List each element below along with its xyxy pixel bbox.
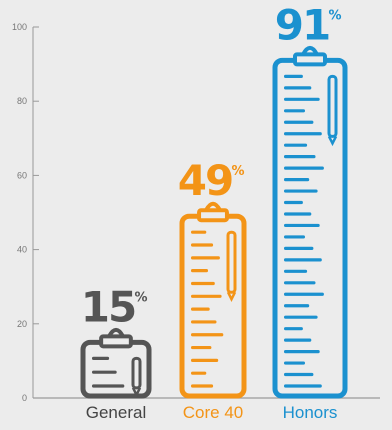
clipboard-line — [191, 384, 214, 388]
clipboard-line — [191, 256, 220, 260]
clipboard-line — [284, 327, 303, 331]
clipboard-line — [284, 86, 312, 90]
value-label-general: 15 — [81, 282, 135, 331]
clipboard-line — [284, 246, 314, 250]
pencil-tip — [131, 387, 142, 398]
clipboard-line — [284, 315, 318, 319]
y-tick-label-100: 100 — [12, 22, 27, 32]
value-label-core-40: 49 — [178, 156, 232, 205]
clipboard-line — [191, 307, 210, 311]
bar-honors — [272, 45, 348, 399]
y-tick-label-80: 80 — [17, 96, 27, 106]
clipboard-line — [191, 358, 219, 362]
clipboard-line — [284, 223, 320, 228]
clipboard-line — [284, 361, 305, 365]
clipboard-line — [284, 74, 303, 78]
clipboard-clip — [99, 334, 133, 349]
pencil-body — [131, 356, 142, 390]
bar-general — [80, 327, 152, 399]
clipboard-line — [284, 132, 322, 136]
clipboard-ring — [301, 45, 319, 56]
clipboard-line — [92, 356, 110, 360]
clipboard-line — [191, 281, 215, 286]
pencil-body — [226, 230, 237, 294]
clipboard-line — [284, 120, 314, 124]
pencil-body — [327, 74, 338, 138]
clipboard-line — [284, 269, 308, 273]
clipboard-line — [191, 333, 224, 337]
clipboard-line — [284, 143, 308, 147]
clipboard-line — [284, 109, 305, 113]
y-tick-label-60: 60 — [17, 170, 27, 180]
clipboard-line — [191, 345, 212, 350]
category-label-honors: Honors — [283, 403, 338, 422]
category-label-core-40: Core 40 — [183, 403, 243, 422]
clipboard-line — [284, 349, 320, 354]
clipboard-line — [284, 212, 312, 216]
pencil-tip — [327, 135, 338, 147]
value-label-honors: 91 — [275, 0, 329, 49]
y-tick-label-0: 0 — [22, 393, 27, 403]
clipboard-line — [284, 177, 310, 182]
clipboard-line — [284, 97, 320, 101]
clipboard-line — [284, 166, 324, 170]
y-tick-label-40: 40 — [17, 245, 27, 255]
clipboard-line — [284, 372, 314, 377]
clipboard-line — [284, 338, 312, 342]
clipboard-line — [191, 269, 208, 273]
clipboard-line — [92, 384, 125, 388]
clipboard-line — [191, 294, 222, 298]
bar-core-40 — [179, 201, 247, 399]
pencil-tip — [226, 291, 237, 303]
category-label-general: General — [86, 403, 146, 422]
value-percent-core-40: % — [231, 164, 244, 179]
value-percent-general: % — [134, 290, 147, 305]
clipboard-line — [191, 320, 217, 324]
clipboard-line — [191, 230, 207, 234]
clipboard-line — [284, 384, 322, 388]
clipboard-line — [284, 235, 305, 239]
clipboard-line — [284, 155, 316, 159]
clipboard-line — [284, 200, 303, 205]
clipboard-ring — [107, 327, 125, 338]
clipboard-line — [284, 304, 310, 308]
clipboard-clip — [197, 208, 229, 223]
clipboard-line — [284, 292, 324, 296]
clipboard-line — [191, 243, 214, 247]
clipboard-clip — [293, 52, 327, 67]
clipboard-line — [191, 371, 207, 375]
clipboard-line — [92, 370, 117, 374]
clipboard-line — [284, 281, 316, 285]
value-percent-honors: % — [328, 8, 341, 23]
clipboard-ring — [204, 201, 222, 212]
clipboard-line — [284, 189, 318, 193]
clipboard-line — [284, 258, 322, 262]
y-tick-label-20: 20 — [17, 319, 27, 329]
